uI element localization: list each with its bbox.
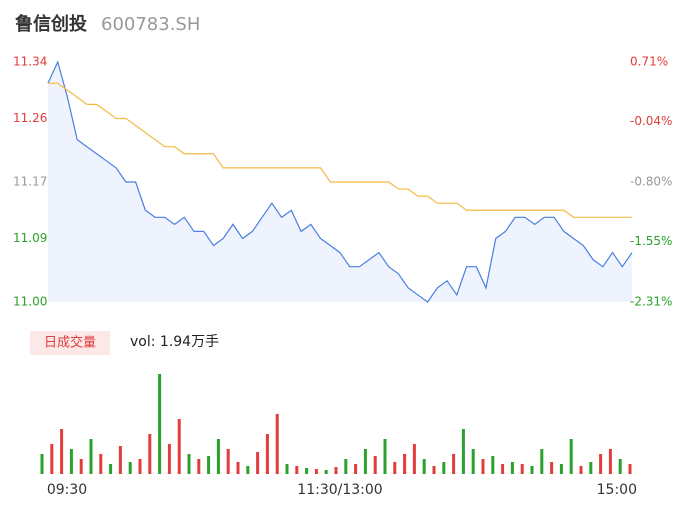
average-line (48, 82, 632, 218)
volume-bar (305, 468, 309, 474)
volume-bar (60, 429, 64, 474)
y-tick-label: 11.09 (13, 231, 47, 245)
volume-bar (452, 454, 456, 474)
volume-bar (226, 449, 230, 474)
price-line (47, 60, 633, 303)
volume-bar (393, 462, 397, 474)
volume-bar (69, 449, 73, 474)
y-tick-label: 11.34 (13, 55, 47, 69)
volume-bar (334, 467, 338, 474)
volume-bar (344, 459, 348, 474)
y2-tick-label: -2.31% (630, 295, 672, 309)
volume-title: 日成交量 (44, 335, 96, 351)
volume-bar (442, 462, 446, 474)
volume-bar (118, 446, 122, 474)
y2-tick-label: -0.80% (630, 175, 672, 189)
volume-bar (197, 459, 201, 474)
stock-name: 鲁信创投 (15, 13, 87, 35)
volume-bar (275, 414, 279, 474)
x-tick-label: 11:30/13:00 (297, 482, 382, 498)
volume-bar (187, 454, 191, 474)
volume-bar (618, 459, 622, 474)
volume-bar (285, 464, 289, 474)
volume-bar (89, 439, 93, 474)
volume-bar (216, 439, 220, 474)
y2-tick-label: 0.71% (630, 55, 668, 69)
volume-bar (403, 454, 407, 474)
x-tick-label: 15:00 (597, 482, 637, 498)
volume-bar (236, 462, 240, 474)
volume-bar (432, 466, 436, 474)
volume-bar (109, 464, 113, 474)
volume-bar (510, 462, 514, 474)
volume-bar (608, 449, 612, 474)
volume-bar (265, 434, 269, 474)
volume-bar (314, 469, 318, 474)
volume-bar (422, 459, 426, 474)
volume-bar (599, 454, 603, 474)
y-tick-label: 11.00 (13, 295, 47, 309)
volume-bar (569, 439, 573, 474)
volume-bar (373, 456, 377, 474)
volume-bar (501, 464, 505, 474)
volume-bar (481, 459, 485, 474)
volume-bar (530, 466, 534, 474)
volume-bar (383, 439, 387, 474)
x-tick-label: 09:30 (47, 482, 87, 498)
volume-bar (540, 449, 544, 474)
volume-bar (40, 454, 44, 474)
volume-bar (363, 449, 367, 474)
volume-badge (30, 331, 110, 355)
volume-bar (50, 444, 54, 474)
volume-bar (79, 459, 83, 474)
stock-code: 600783.SH (101, 14, 200, 35)
volume-bar (471, 449, 475, 474)
volume-bar (520, 464, 524, 474)
volume-bar (99, 454, 103, 474)
volume-bar (138, 459, 142, 474)
y-tick-label: 11.26 (13, 111, 47, 125)
volume-bar (246, 466, 250, 474)
y2-tick-label: -1.55% (630, 234, 672, 248)
volume-bar (177, 419, 181, 474)
volume-bar (354, 464, 358, 474)
volume-bar (148, 434, 152, 474)
price-area (48, 62, 632, 302)
y-tick-label: 11.17 (13, 175, 47, 189)
volume-bar (461, 429, 465, 474)
volume-bar (579, 466, 583, 474)
volume-text: vol: 1.94万手 (130, 334, 219, 350)
volume-bar (491, 456, 495, 474)
volume-bar (128, 462, 132, 474)
volume-bar (559, 464, 563, 474)
y2-tick-label: -0.04% (630, 114, 672, 128)
volume-bar (589, 462, 593, 474)
volume-bar (550, 462, 554, 474)
volume-bar (158, 374, 162, 474)
volume-bar (207, 456, 211, 474)
volume-bar (324, 470, 328, 474)
volume-bar (167, 444, 171, 474)
volume-bar (256, 452, 260, 474)
volume-bar (628, 464, 632, 474)
volume-bar (412, 444, 416, 474)
volume-bar (295, 466, 299, 474)
